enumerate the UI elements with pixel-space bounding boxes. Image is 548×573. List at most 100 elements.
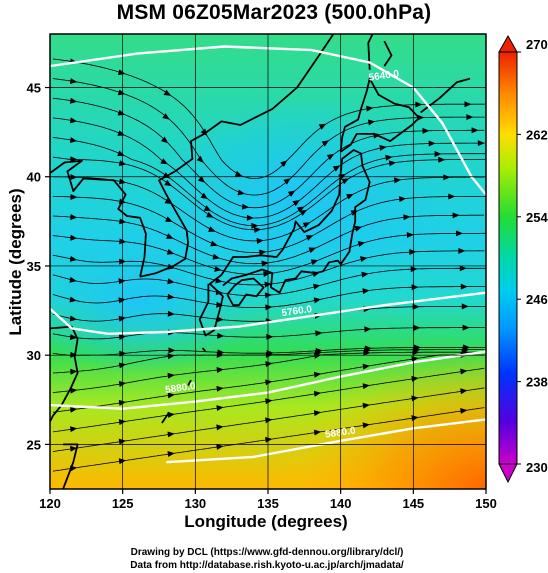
streamline-arrow xyxy=(216,405,224,412)
streamline-arrow xyxy=(167,451,175,458)
streamline-arrow xyxy=(313,410,322,417)
streamline-arrow xyxy=(117,89,126,96)
streamline-arrow xyxy=(458,247,466,254)
colorbar-tick-label: 246 xyxy=(526,292,548,307)
colorbar-scale xyxy=(498,51,518,465)
streamline-arrow xyxy=(313,390,322,397)
coastline-segment xyxy=(139,34,335,278)
streamline-arrow xyxy=(216,443,224,450)
streamline-arrow xyxy=(296,206,305,213)
streamline-arrow xyxy=(403,214,411,221)
streamline-arrow xyxy=(362,383,370,390)
y-axis-label: Latitude (degrees) xyxy=(6,188,25,336)
streamline-arrow xyxy=(264,292,273,299)
streamline-arrow xyxy=(460,283,468,290)
coastline-segment xyxy=(187,379,192,386)
streamline-arrow xyxy=(463,344,471,351)
coastline-segment xyxy=(339,77,420,153)
streamline-arrow xyxy=(283,178,291,185)
streamline-arrow xyxy=(237,189,245,196)
streamline-arrow xyxy=(69,117,78,124)
streamline-arrow xyxy=(69,255,78,262)
colorbar: 270 262 254 246 238 230 xyxy=(498,34,548,484)
streamline-arrow xyxy=(217,332,225,339)
x-tick-label: 145 xyxy=(402,496,424,511)
streamline-arrow xyxy=(259,249,267,256)
streamline xyxy=(52,58,485,179)
streamline-arrow xyxy=(428,140,436,147)
streamline-arrow xyxy=(234,170,243,177)
grid-lines xyxy=(50,34,486,489)
colorbar-tick-label: 238 xyxy=(526,375,548,390)
streamline-arrow xyxy=(362,402,370,409)
x-tick-label: 130 xyxy=(184,496,206,511)
streamline-arrow xyxy=(261,260,269,267)
coastline-segment xyxy=(367,34,374,70)
streamline-arrow xyxy=(208,226,216,232)
colorbar-tick-label: 270 xyxy=(526,37,548,52)
streamline-arrow xyxy=(364,345,372,352)
y-axis-ticks: 25 30 35 40 45 xyxy=(27,81,50,452)
streamline-arrow xyxy=(332,165,341,172)
coastline-segment xyxy=(198,149,371,337)
streamline-arrow xyxy=(69,78,78,85)
streamline-arrow xyxy=(167,392,175,399)
streamline-arrow xyxy=(69,334,78,341)
streamline-arrow xyxy=(413,324,421,331)
colorbar-tick-label: 262 xyxy=(526,127,548,142)
streamline-arrow xyxy=(434,150,442,157)
streamline-arrow xyxy=(167,353,175,360)
streamline-arrow xyxy=(117,69,126,76)
streamline-arrow xyxy=(205,211,214,218)
height-contour xyxy=(50,45,486,196)
colorbar-tick-label: 254 xyxy=(526,210,548,225)
streamline-arrow xyxy=(299,209,308,216)
streamline-arrow xyxy=(70,214,78,221)
streamline-arrow xyxy=(265,436,273,443)
streamline-arrow xyxy=(443,174,451,181)
coastline xyxy=(50,34,471,489)
streamline-arrow xyxy=(459,265,467,272)
streamline-arrow xyxy=(241,203,250,210)
streamline-arrow xyxy=(308,247,317,254)
streamline-arrow xyxy=(160,136,169,144)
streamline-arrow xyxy=(210,240,218,247)
streamline xyxy=(52,156,485,231)
coastline-segment xyxy=(420,77,471,114)
streamline xyxy=(52,176,485,242)
x-tick-label: 150 xyxy=(475,496,497,511)
streamline-arrow xyxy=(197,175,206,183)
streamline-arrow xyxy=(292,200,300,207)
streamline-arrow xyxy=(212,253,220,260)
streamline-arrow xyxy=(315,330,323,337)
streamline-arrow xyxy=(412,303,420,310)
streamline-arrow xyxy=(214,265,222,272)
streamline-arrow xyxy=(346,194,354,200)
streamline-arrow xyxy=(364,326,372,333)
x-tick-label: 135 xyxy=(257,496,279,511)
colorbar-tick-label: 230 xyxy=(526,460,548,475)
streamline-arrow xyxy=(167,278,175,285)
streamline-arrow xyxy=(165,216,173,222)
streamline-arrow xyxy=(464,101,472,108)
streamline-arrow xyxy=(302,222,311,229)
streamline-arrow xyxy=(69,137,78,144)
streamline-arrow xyxy=(266,350,274,357)
streamline-arrow xyxy=(162,113,170,120)
map-title: MSM 06Z05Mar2023 (500.0hPa) xyxy=(116,1,432,24)
streamline-arrow xyxy=(471,127,479,134)
streamline xyxy=(52,117,485,219)
streamline-arrow xyxy=(313,297,322,304)
streamline-arrow xyxy=(254,226,262,233)
coastline-segment xyxy=(161,411,170,424)
streamlines xyxy=(52,58,486,472)
y-tick-label: 25 xyxy=(27,437,41,452)
streamline-arrow xyxy=(379,144,387,151)
streamline-arrow xyxy=(70,368,78,375)
streamline-arrow xyxy=(216,424,224,431)
streamline-arrow xyxy=(367,119,376,126)
streamline-arrow xyxy=(69,296,77,303)
streamline-arrow xyxy=(167,431,175,438)
streamline-arrow xyxy=(409,248,417,255)
